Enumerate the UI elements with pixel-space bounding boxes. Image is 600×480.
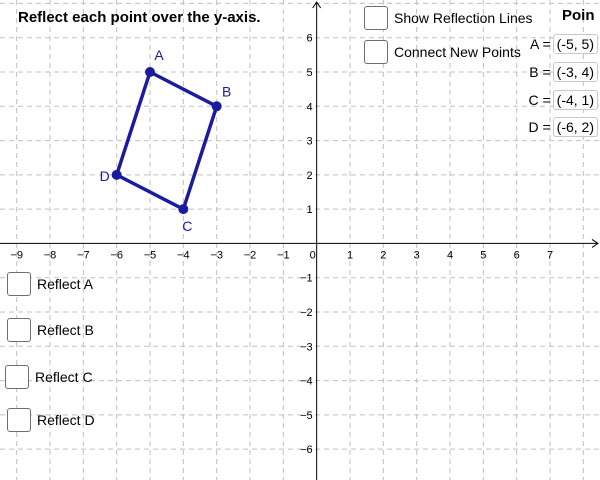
y-axis-arrow xyxy=(312,1,322,9)
point-b[interactable] xyxy=(211,101,222,112)
y-tick-label: 2 xyxy=(307,170,313,182)
reflect-d-checkbox[interactable]: Reflect D xyxy=(7,408,95,432)
coord-value-a: (-5, 5) xyxy=(552,34,598,54)
x-tick-label: −2 xyxy=(244,249,257,261)
point-label-b: B xyxy=(222,83,231,99)
y-tick-label: 1 xyxy=(307,204,313,216)
y-tick-label: −3 xyxy=(300,341,313,353)
coord-row-d: D = (-6, 2) xyxy=(528,117,598,137)
x-tick-label: −3 xyxy=(210,249,223,261)
x-tick-label: −1 xyxy=(277,249,290,261)
coord-label-c: C = xyxy=(528,92,551,108)
coord-label-a: A = xyxy=(530,36,551,52)
checkbox-box[interactable] xyxy=(7,318,31,342)
checkbox-box[interactable] xyxy=(364,6,388,30)
reflect-a-label: Reflect A xyxy=(37,276,94,292)
checkbox-box[interactable] xyxy=(5,365,29,389)
reflect-c-label: Reflect C xyxy=(35,369,93,385)
points-panel-title: Poin xyxy=(562,7,595,24)
y-tick-label: −4 xyxy=(300,376,313,388)
y-tick-label: 5 xyxy=(307,67,313,79)
y-tick-label: −1 xyxy=(300,273,313,285)
reflect-a-checkbox[interactable]: Reflect A xyxy=(7,272,93,296)
x-tick-label: 7 xyxy=(547,249,553,261)
coord-value-b: (-3, 4) xyxy=(552,62,598,82)
y-tick-label: −6 xyxy=(300,444,313,456)
coord-label-b: B = xyxy=(529,64,551,80)
coord-value-c: (-4, 1) xyxy=(552,90,598,110)
x-tick-label: 4 xyxy=(447,249,453,261)
point-c[interactable] xyxy=(178,204,189,215)
reflect-d-label: Reflect D xyxy=(37,412,95,428)
point-a[interactable] xyxy=(145,67,155,77)
checkbox-box[interactable] xyxy=(364,40,388,64)
y-tick-label: 4 xyxy=(307,101,313,113)
instruction-text: Reflect each point over the y-axis. xyxy=(18,9,261,26)
y-tick-label: 6 xyxy=(307,33,313,45)
coord-value-d: (-6, 2) xyxy=(552,117,598,137)
x-tick-label: −8 xyxy=(44,249,57,261)
coord-row-b: B = (-3, 4) xyxy=(529,62,598,82)
connect-new-points-checkbox[interactable]: Connect New Points xyxy=(364,40,521,64)
x-tick-label: −4 xyxy=(177,249,190,261)
x-tick-label: 1 xyxy=(347,249,353,261)
connect-new-points-label: Connect New Points xyxy=(394,44,521,60)
x-tick-label: 6 xyxy=(514,249,520,261)
coord-row-a: A = (-5, 5) xyxy=(530,34,598,54)
point-label-d: D xyxy=(100,168,110,184)
show-reflection-lines-checkbox[interactable]: Show Reflection Lines xyxy=(364,6,533,30)
x-tick-label: 2 xyxy=(380,249,386,261)
x-tick-label: 0 xyxy=(310,249,316,261)
x-tick-label: 3 xyxy=(414,249,420,261)
coord-label-d: D = xyxy=(528,119,551,135)
point-d[interactable] xyxy=(111,169,122,180)
y-tick-label: 3 xyxy=(307,136,313,148)
reflect-c-checkbox[interactable]: Reflect C xyxy=(5,365,93,389)
point-label-c: C xyxy=(182,218,192,234)
show-reflection-lines-label: Show Reflection Lines xyxy=(394,10,533,26)
checkbox-box[interactable] xyxy=(7,408,31,432)
x-axis-arrow xyxy=(591,239,599,248)
y-tick-label: −5 xyxy=(300,410,313,422)
x-tick-label: −9 xyxy=(10,249,23,261)
x-tick-label: 5 xyxy=(480,249,486,261)
x-tick-label: −7 xyxy=(77,249,90,261)
y-tick-label: −2 xyxy=(300,307,313,319)
x-tick-label: −5 xyxy=(144,249,157,261)
checkbox-box[interactable] xyxy=(7,272,31,296)
coord-row-c: C = (-4, 1) xyxy=(528,90,598,110)
point-label-a: A xyxy=(154,47,164,63)
x-tick-label: −6 xyxy=(110,249,123,261)
reflect-b-checkbox[interactable]: Reflect B xyxy=(7,318,94,342)
reflect-b-label: Reflect B xyxy=(37,322,94,338)
